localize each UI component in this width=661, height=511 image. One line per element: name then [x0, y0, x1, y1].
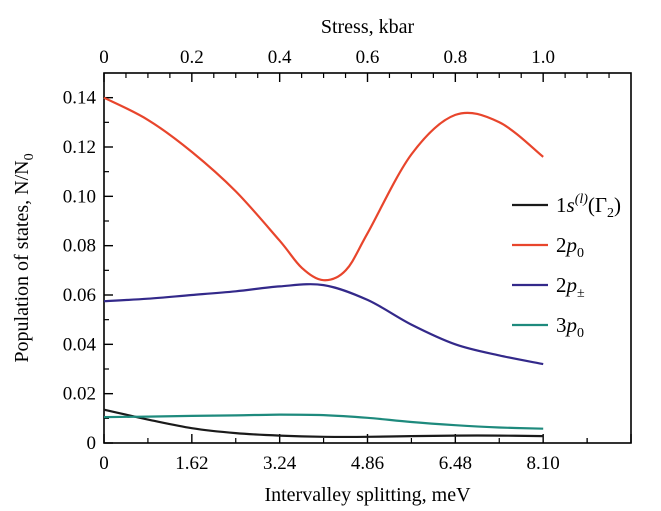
series-2p-pm-line	[103, 283, 544, 366]
y-axis-ticks: 0 0.02 0.04 0.06 0.08 0.10 0.12 0.14	[63, 88, 113, 454]
series-3p0-line	[103, 413, 544, 430]
x-axis-ticks: 0 1.62 3.24 4.86 6.48 8.10	[99, 434, 632, 474]
series-2p0-line	[103, 96, 544, 282]
x-tick-label: 0	[99, 453, 109, 474]
x2-tick-label: 0.6	[356, 47, 380, 68]
x2-axis-ticks: 0 0.2 0.4 0.6 0.8 1.0	[99, 47, 610, 82]
plot-border	[103, 72, 632, 444]
y-axis-label: Population of states, N/N0	[11, 153, 37, 362]
y-tick-label: 0.02	[63, 384, 96, 405]
y-tick-label: 0.10	[63, 186, 96, 207]
legend-item-2p0: 2p0	[556, 233, 584, 261]
legend-item-2p-pm: 2p±	[556, 273, 585, 301]
legend-item-3p0: 3p0	[556, 313, 584, 341]
y-tick-label: 0.04	[63, 334, 97, 355]
y-tick-label: 0.12	[63, 137, 96, 158]
series-lines	[103, 96, 544, 439]
y-tick-label: 0.08	[63, 236, 96, 257]
plot-frame	[103, 72, 632, 444]
x2-tick-label: 0	[99, 47, 109, 68]
legend-item-1s-gamma2: 1s(l)(Γ2)	[556, 192, 621, 221]
y-tick-label: 0	[87, 433, 97, 454]
x2-tick-label: 0.4	[268, 47, 292, 68]
x2-tick-label: 1.0	[531, 47, 555, 68]
legend: 1s(l)(Γ2) 2p0 2p± 3p0	[512, 192, 621, 341]
x2-axis-label: Stress, kbar	[321, 16, 415, 38]
y-axis-label-subscript: 0	[22, 153, 37, 160]
x-tick-label: 4.86	[351, 453, 384, 474]
x-tick-label: 8.10	[527, 453, 560, 474]
y-tick-label: 0.14	[63, 88, 97, 109]
x2-tick-label: 0.2	[180, 47, 204, 68]
y-axis-label-main: Population of states, N/N	[11, 160, 33, 362]
x-tick-label: 3.24	[263, 453, 297, 474]
x-tick-label: 6.48	[439, 453, 472, 474]
series-1s-gamma2-line	[103, 408, 544, 439]
x-tick-label: 1.62	[175, 453, 208, 474]
x2-tick-label: 0.8	[443, 47, 467, 68]
y-tick-label: 0.06	[63, 285, 96, 306]
x-axis-label: Intervalley splitting, meV	[264, 484, 471, 506]
